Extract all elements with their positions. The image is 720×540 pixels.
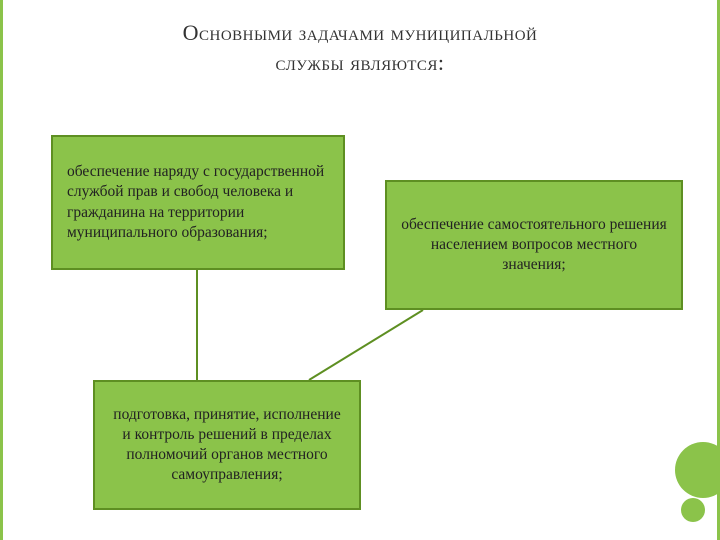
slide-title: Основными задачами муниципальной службы … <box>33 18 687 77</box>
task-box-right: обеспечение самостоятельного решения нас… <box>385 180 683 310</box>
title-line-1: Основными задачами муниципальной <box>33 18 687 48</box>
slide-canvas: Основными задачами муниципальной службы … <box>0 0 720 540</box>
task-text-2: обеспечение самостоятельного решения нас… <box>401 215 667 275</box>
task-box-bottom: подготовка, принятие, исполнение и контр… <box>93 380 361 510</box>
task-box-top-left: обеспечение наряду с государственной слу… <box>51 135 345 270</box>
decoration-circle-small <box>681 498 705 522</box>
decoration-circle-large <box>675 442 720 498</box>
task-text-3: подготовка, принятие, исполнение и контр… <box>109 405 345 486</box>
title-line-2: службы являются: <box>33 48 687 78</box>
connector-2 <box>309 310 423 380</box>
task-text-1: обеспечение наряду с государственной слу… <box>67 162 329 243</box>
